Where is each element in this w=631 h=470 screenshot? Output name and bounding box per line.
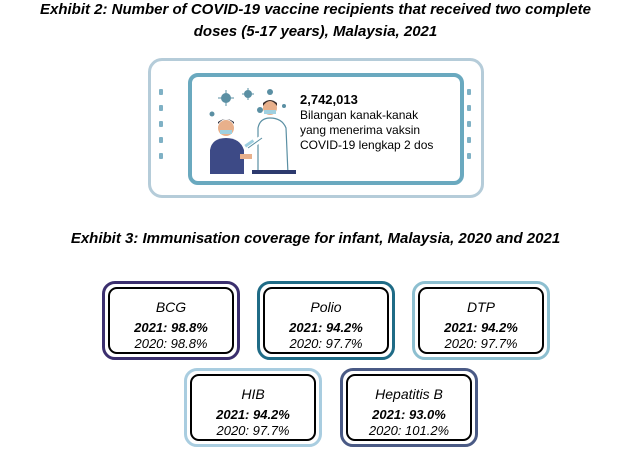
coverage-2021: 2021: 94.2% bbox=[216, 407, 290, 422]
coverage-2021: 2021: 94.2% bbox=[444, 320, 518, 335]
vaccine-name: HIB bbox=[241, 386, 265, 402]
vaccination-illustration bbox=[209, 88, 296, 174]
coverage-2021: 2021: 98.8% bbox=[134, 320, 208, 335]
vaccine-recipient-description: Bilangan kanak-kanak yang menerima vaksi… bbox=[300, 108, 434, 152]
coverage-2020: 2020: 97.7% bbox=[216, 423, 290, 438]
exhibit-2-title-line1: Exhibit 2: Number of COVID-19 vaccine re… bbox=[40, 1, 591, 18]
coverage-2021: 2021: 93.0% bbox=[372, 407, 446, 422]
vaccine-name: DTP bbox=[467, 299, 495, 315]
exhibit-3-title: Exhibit 3: Immunisation coverage for inf… bbox=[70, 230, 561, 247]
vaccine-name: BCG bbox=[155, 299, 187, 315]
immunisation-box-hib: HIB 2021: 94.2% 2020: 97.7% bbox=[184, 368, 322, 447]
exhibit-2-title-line2: doses (5-17 years), Malaysia, 2021 bbox=[193, 23, 438, 40]
vaccine-name: Polio bbox=[310, 299, 342, 315]
immunisation-box-polio: Polio 2021: 94.2% 2020: 97.7% bbox=[257, 281, 395, 360]
tablet-left-dots bbox=[159, 89, 165, 169]
immunisation-box-bcg: BCG 2021: 98.8% 2020: 98.8% bbox=[102, 281, 240, 360]
immunisation-box-dtp: DTP 2021: 94.2% 2020: 97.7% bbox=[412, 281, 550, 360]
coverage-2020: 2020: 101.2% bbox=[368, 423, 450, 438]
coverage-2020: 2020: 98.8% bbox=[134, 336, 208, 351]
coverage-2021: 2021: 94.2% bbox=[289, 320, 363, 335]
coverage-2020: 2020: 97.7% bbox=[444, 336, 518, 351]
vaccine-name: Hepatitis B bbox=[375, 386, 443, 402]
tablet-right-dots bbox=[467, 89, 473, 169]
immunisation-box-hepatitis-b: Hepatitis B 2021: 93.0% 2020: 101.2% bbox=[340, 368, 478, 447]
coverage-2020: 2020: 97.7% bbox=[289, 336, 363, 351]
vaccine-recipient-count: 2,742,013 bbox=[300, 92, 358, 107]
